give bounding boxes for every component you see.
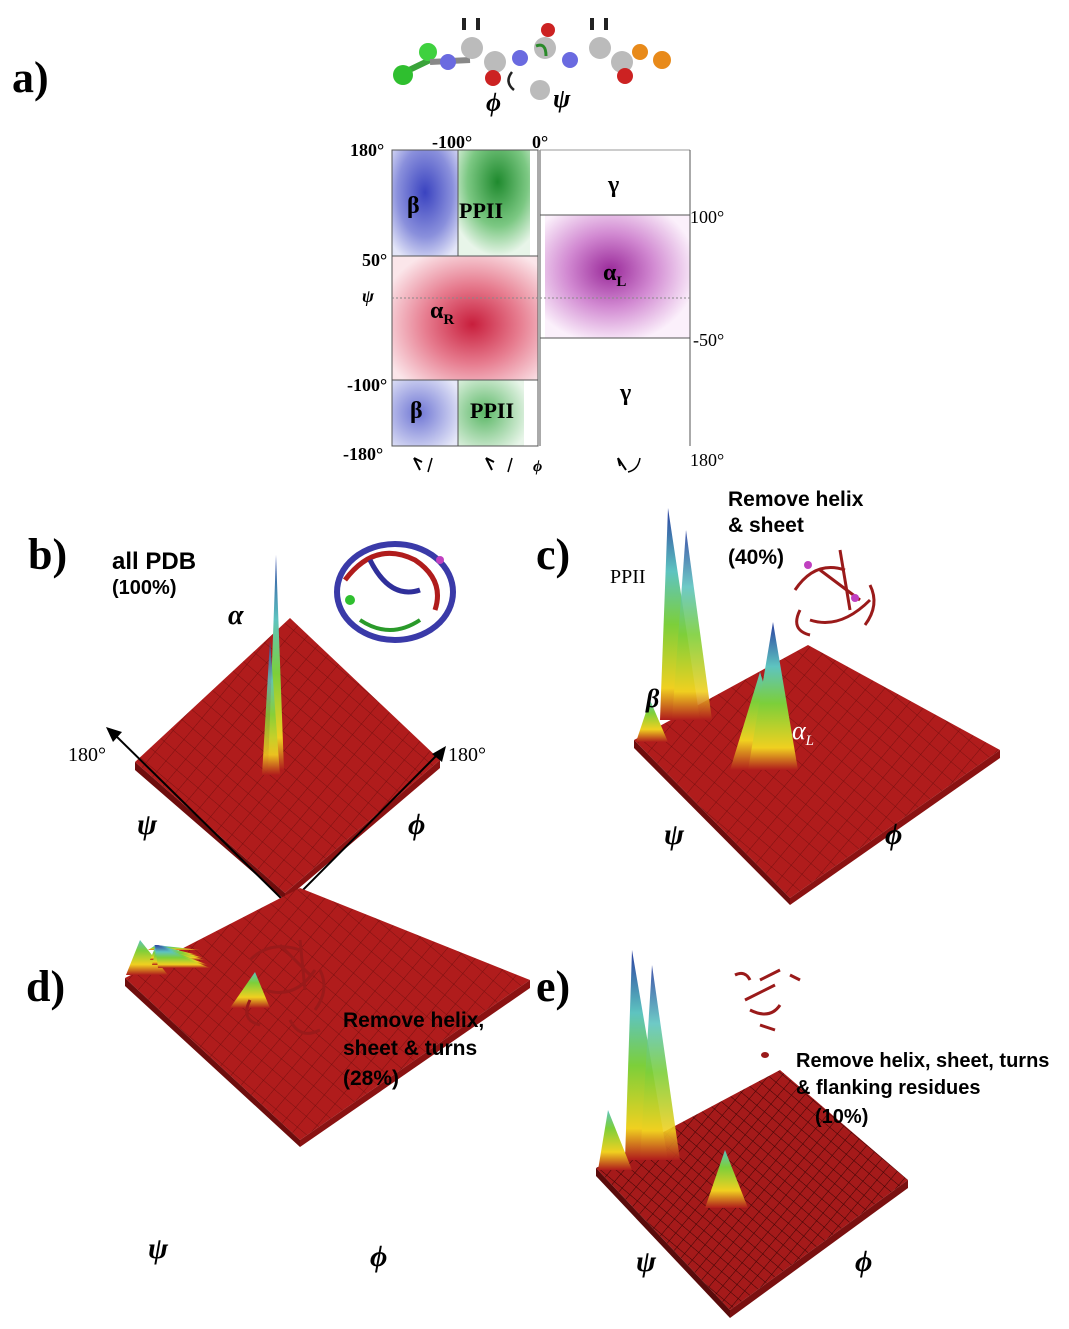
rama-y-tick-neg100: -100° [347, 375, 388, 395]
alphaL-region [545, 215, 690, 338]
panel-b-label: b) [28, 530, 68, 579]
rama-top-tick-neg100: -100° [432, 132, 473, 152]
panel-e-title-1: Remove helix, sheet, turns [796, 1050, 1050, 1072]
region-alphaR-main: α [430, 298, 444, 324]
peptide-molecule [393, 18, 671, 100]
panel-b-phi: ϕ [408, 808, 426, 841]
panel-d-psi: ψ [148, 1232, 169, 1265]
ramachandran-plot [391, 149, 691, 473]
protein-structure-d [245, 939, 326, 1035]
protein-structure-b [334, 541, 456, 643]
panel-c-ppii: PPII [610, 566, 646, 588]
panel-e-phi: ϕ [855, 1245, 873, 1278]
ppii-region-bottom [458, 380, 524, 446]
panel-c-label: c) [536, 530, 571, 579]
panel-b-phi-tick: 180° [448, 744, 486, 766]
panel-b-alpha: α [228, 600, 244, 631]
panel-c-title-2: & sheet [728, 514, 804, 537]
panel-c-alphaL-sub: L [805, 733, 814, 750]
panel-b-psi-tick: 180° [68, 744, 106, 766]
panel-b-percent: (100%) [112, 577, 177, 599]
region-alphaR-sub: R [443, 311, 455, 328]
panel-c-percent: (40%) [728, 546, 785, 569]
panel-a-label: a) [12, 53, 49, 102]
panel-c-title-1: Remove helix [728, 488, 864, 511]
panel-c-alphaL: αL [792, 716, 814, 750]
surface-e [596, 950, 908, 1318]
panel-b-psi: ψ [137, 808, 158, 841]
region-alphaL-sub: L [616, 273, 627, 290]
protein-structure-c [793, 549, 876, 637]
panel-d-percent: (28%) [343, 1067, 400, 1090]
beta-region-bottom [392, 380, 458, 446]
rama-y-tick-180: 180° [350, 140, 385, 160]
panel-e-percent: (10%) [815, 1106, 869, 1128]
panel-d-label: d) [26, 962, 66, 1011]
panel-d-title-2: sheet & turns [343, 1037, 478, 1060]
molecule-phi: ϕ [486, 88, 502, 117]
region-ppii-top: PPII [459, 198, 503, 223]
rama-right-tick-100: 100° [690, 207, 725, 227]
region-alphaL-main: α [603, 260, 617, 286]
surface-b [106, 555, 446, 906]
surface-d [125, 888, 530, 1147]
panel-d-title-1: Remove helix, [343, 1009, 485, 1032]
alphaR-region [392, 256, 538, 380]
region-alphaR: αR [430, 298, 454, 329]
ppii-region-top [458, 150, 530, 256]
rama-right-tick-neg50: -50° [693, 330, 725, 350]
panel-c-beta: β [646, 684, 660, 713]
rama-right-tick-180: 180° [690, 450, 725, 470]
beta-region-top [392, 150, 458, 256]
panel-d-phi: ϕ [370, 1240, 388, 1273]
panel-e-psi: ψ [636, 1245, 657, 1278]
surface-d-peak [150, 945, 210, 968]
rama-psi-axis: ψ [362, 286, 375, 306]
panel-b-title: all PDB [112, 548, 197, 575]
region-beta-top: β [407, 193, 420, 219]
rama-y-tick-50: 50° [362, 250, 388, 270]
region-alphaL: αL [603, 260, 626, 291]
panel-e-title-2: & flanking residues [796, 1077, 981, 1099]
panel-c-alphaL-main: α [792, 716, 806, 745]
molecule-psi: ψ [553, 84, 571, 113]
region-gamma-bottom: γ [620, 380, 632, 406]
panel-e-label: e) [536, 962, 571, 1011]
region-beta-bottom: β [410, 398, 423, 424]
rama-phi-axis: ϕ [533, 458, 543, 475]
panel-c-psi: ψ [664, 818, 685, 851]
region-ppii-bottom: PPII [470, 398, 514, 423]
protein-structure-e [734, 968, 801, 1058]
panel-c-phi: ϕ [885, 818, 903, 851]
rama-top-tick-0: 0° [532, 132, 549, 152]
surface-c [634, 508, 1000, 905]
region-gamma-top: γ [608, 172, 620, 198]
rama-y-tick-neg180: -180° [343, 444, 384, 464]
